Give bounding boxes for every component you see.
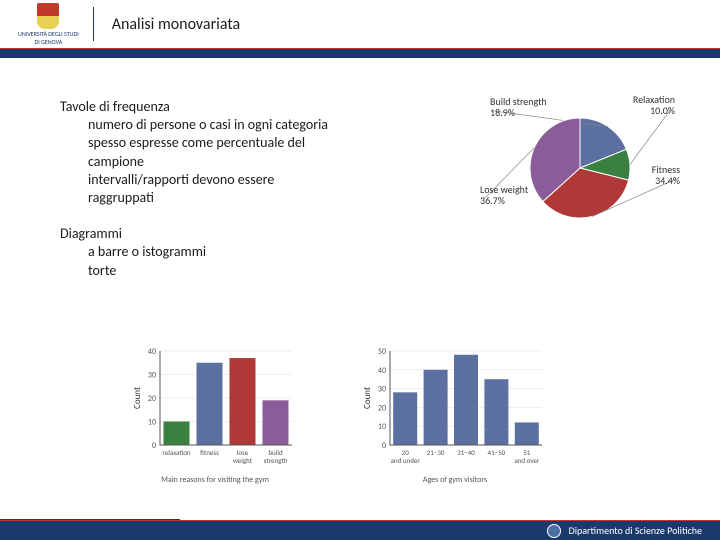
svg-text:strength: strength	[264, 456, 288, 465]
university-logo: UNIVERSITÀ DEGLI STUDI DI GENOVA	[18, 3, 79, 46]
bar-charts-row: 0 10 20 30 40 Count relaxation fitness weightlos…	[130, 343, 550, 485]
svg-text:and over: and over	[514, 456, 540, 465]
pie-svg: Build strength18.9%Relaxation10.0%Fitnes…	[470, 93, 695, 253]
svg-text:20: 20	[148, 394, 156, 404]
bar	[424, 370, 448, 445]
svg-text:41–50: 41–50	[488, 448, 506, 457]
footer: Dipartimento di Scienze Politiche	[0, 520, 720, 540]
bar	[454, 355, 478, 445]
bar	[393, 392, 417, 445]
svg-text:30: 30	[148, 371, 156, 381]
svg-text:21–30: 21–30	[427, 448, 445, 457]
bar	[484, 379, 508, 445]
bar-chart-ages: 01020304050Countand under2021–3031–4041–…	[360, 343, 550, 485]
bar	[263, 400, 289, 445]
svg-text:Count: Count	[132, 387, 143, 409]
svg-text:51: 51	[523, 448, 531, 457]
svg-text:50: 50	[378, 347, 386, 357]
bar	[197, 363, 223, 445]
pie-label: 34.4%	[655, 174, 680, 187]
bar-chart-reasons: 0 10 20 30 40 Count relaxation fitness weightlos…	[130, 343, 300, 485]
crest-icon	[37, 3, 59, 29]
pie-label: 18.9%	[490, 106, 515, 119]
slide-title: Analisi monovariata	[112, 15, 240, 34]
svg-text:build: build	[268, 448, 283, 457]
svg-text:20: 20	[402, 448, 410, 457]
bullet-2-2: torte	[60, 262, 670, 280]
bar2-xlabel: Ages of gym visitors	[360, 475, 550, 485]
bar1-svg: 0 10 20 30 40 Count relaxation fitness weightlos…	[130, 343, 300, 473]
bar1-xlabel: Main reasons for visiting the gym	[130, 475, 300, 485]
svg-text:0: 0	[382, 441, 386, 451]
footer-text: Dipartimento di Scienze Politiche	[569, 524, 702, 537]
svg-text:30: 30	[378, 385, 386, 395]
bar	[230, 358, 256, 445]
university-name-1: UNIVERSITÀ DEGLI STUDI	[18, 30, 79, 38]
pie-label: 36.7%	[480, 194, 505, 207]
bar2-svg: 01020304050Countand under2021–3031–4041–…	[360, 343, 550, 473]
svg-text:0: 0	[152, 441, 156, 451]
svg-text:31–40: 31–40	[457, 448, 475, 457]
pie-label: 10.0%	[650, 104, 675, 117]
university-name-2: DI GENOVA	[35, 38, 63, 46]
bar	[515, 422, 539, 445]
svg-text:10: 10	[148, 418, 156, 428]
pie-chart: Build strength18.9%Relaxation10.0%Fitnes…	[470, 93, 695, 253]
header: UNIVERSITÀ DEGLI STUDI DI GENOVA Analisi…	[0, 0, 720, 48]
footer-logo-icon	[547, 524, 561, 538]
svg-text:relaxation: relaxation	[162, 448, 191, 457]
svg-text:10: 10	[378, 422, 386, 432]
svg-text:weight: weight	[233, 456, 253, 465]
svg-text:40: 40	[148, 347, 156, 357]
vertical-divider	[93, 7, 94, 41]
svg-text:Count: Count	[362, 387, 373, 409]
bar	[164, 422, 190, 446]
svg-text:and under: and under	[391, 456, 421, 465]
header-bar	[0, 48, 720, 58]
svg-text:40: 40	[378, 366, 386, 376]
svg-text:20: 20	[378, 403, 386, 413]
svg-text:lose: lose	[237, 448, 249, 457]
svg-text:fitness: fitness	[200, 448, 219, 457]
content-area: Tavole di frequenza numero di persone o …	[0, 58, 720, 280]
